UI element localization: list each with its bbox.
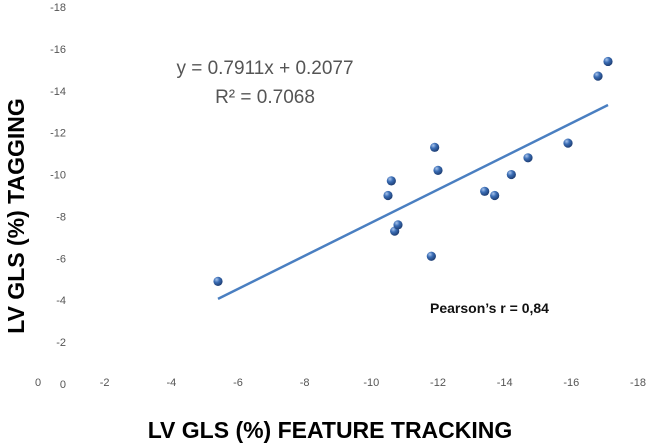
x-tick-label: -4 <box>166 377 176 389</box>
trendline <box>217 103 609 300</box>
data-point <box>490 190 500 201</box>
x-axis-ticks: 0 -2 -4 -6 -8 -10 -12 -14 -16 -18 <box>35 377 646 389</box>
y-tick-label: -10 <box>50 170 66 182</box>
x-axis-title: LV GLS (%) FEATURE TRACKING <box>148 417 513 443</box>
x-tick-label: -14 <box>497 377 513 389</box>
x-tick-label: -16 <box>563 377 579 389</box>
x-tick-label: -2 <box>100 377 110 389</box>
data-point <box>383 190 393 201</box>
data-point <box>593 71 603 81</box>
x-tick-label: -6 <box>233 377 243 389</box>
data-points <box>213 56 613 286</box>
r-squared-label: R² = 0.7068 <box>215 87 315 108</box>
data-point <box>480 186 490 196</box>
data-point <box>386 176 396 186</box>
data-point <box>393 220 403 230</box>
y-tick-label: -2 <box>56 337 66 349</box>
data-point <box>563 138 573 148</box>
data-point <box>426 251 436 261</box>
y-axis-ticks: 0 -2 -4 -6 -8 -10 -12 -14 -16 -18 <box>50 2 66 391</box>
y-tick-label: -12 <box>50 128 66 140</box>
trendline-equation: y = 0.7911x + 0.2077 <box>176 58 353 79</box>
y-tick-label: -4 <box>56 295 66 307</box>
y-tick-label: 0 <box>60 379 66 391</box>
x-tick-label: -8 <box>300 377 310 389</box>
x-tick-label: -12 <box>430 377 446 389</box>
y-tick-label: -8 <box>56 211 66 223</box>
y-axis-title: LV GLS (%) TAGGING <box>3 98 29 334</box>
y-tick-label: -18 <box>50 2 66 14</box>
x-tick-label: 0 <box>35 377 41 389</box>
y-tick-label: -16 <box>50 44 66 56</box>
x-tick-label: -18 <box>630 377 646 389</box>
y-tick-label: -14 <box>50 86 66 98</box>
data-point <box>523 153 533 163</box>
data-point <box>213 276 223 286</box>
data-point <box>430 142 440 152</box>
pearson-annotation: Pearson’s r = 0,84 <box>430 300 549 316</box>
x-tick-label: -10 <box>363 377 379 389</box>
y-tick-label: -6 <box>56 253 66 265</box>
data-point <box>506 169 516 180</box>
data-point <box>433 165 443 175</box>
data-point <box>603 56 613 67</box>
